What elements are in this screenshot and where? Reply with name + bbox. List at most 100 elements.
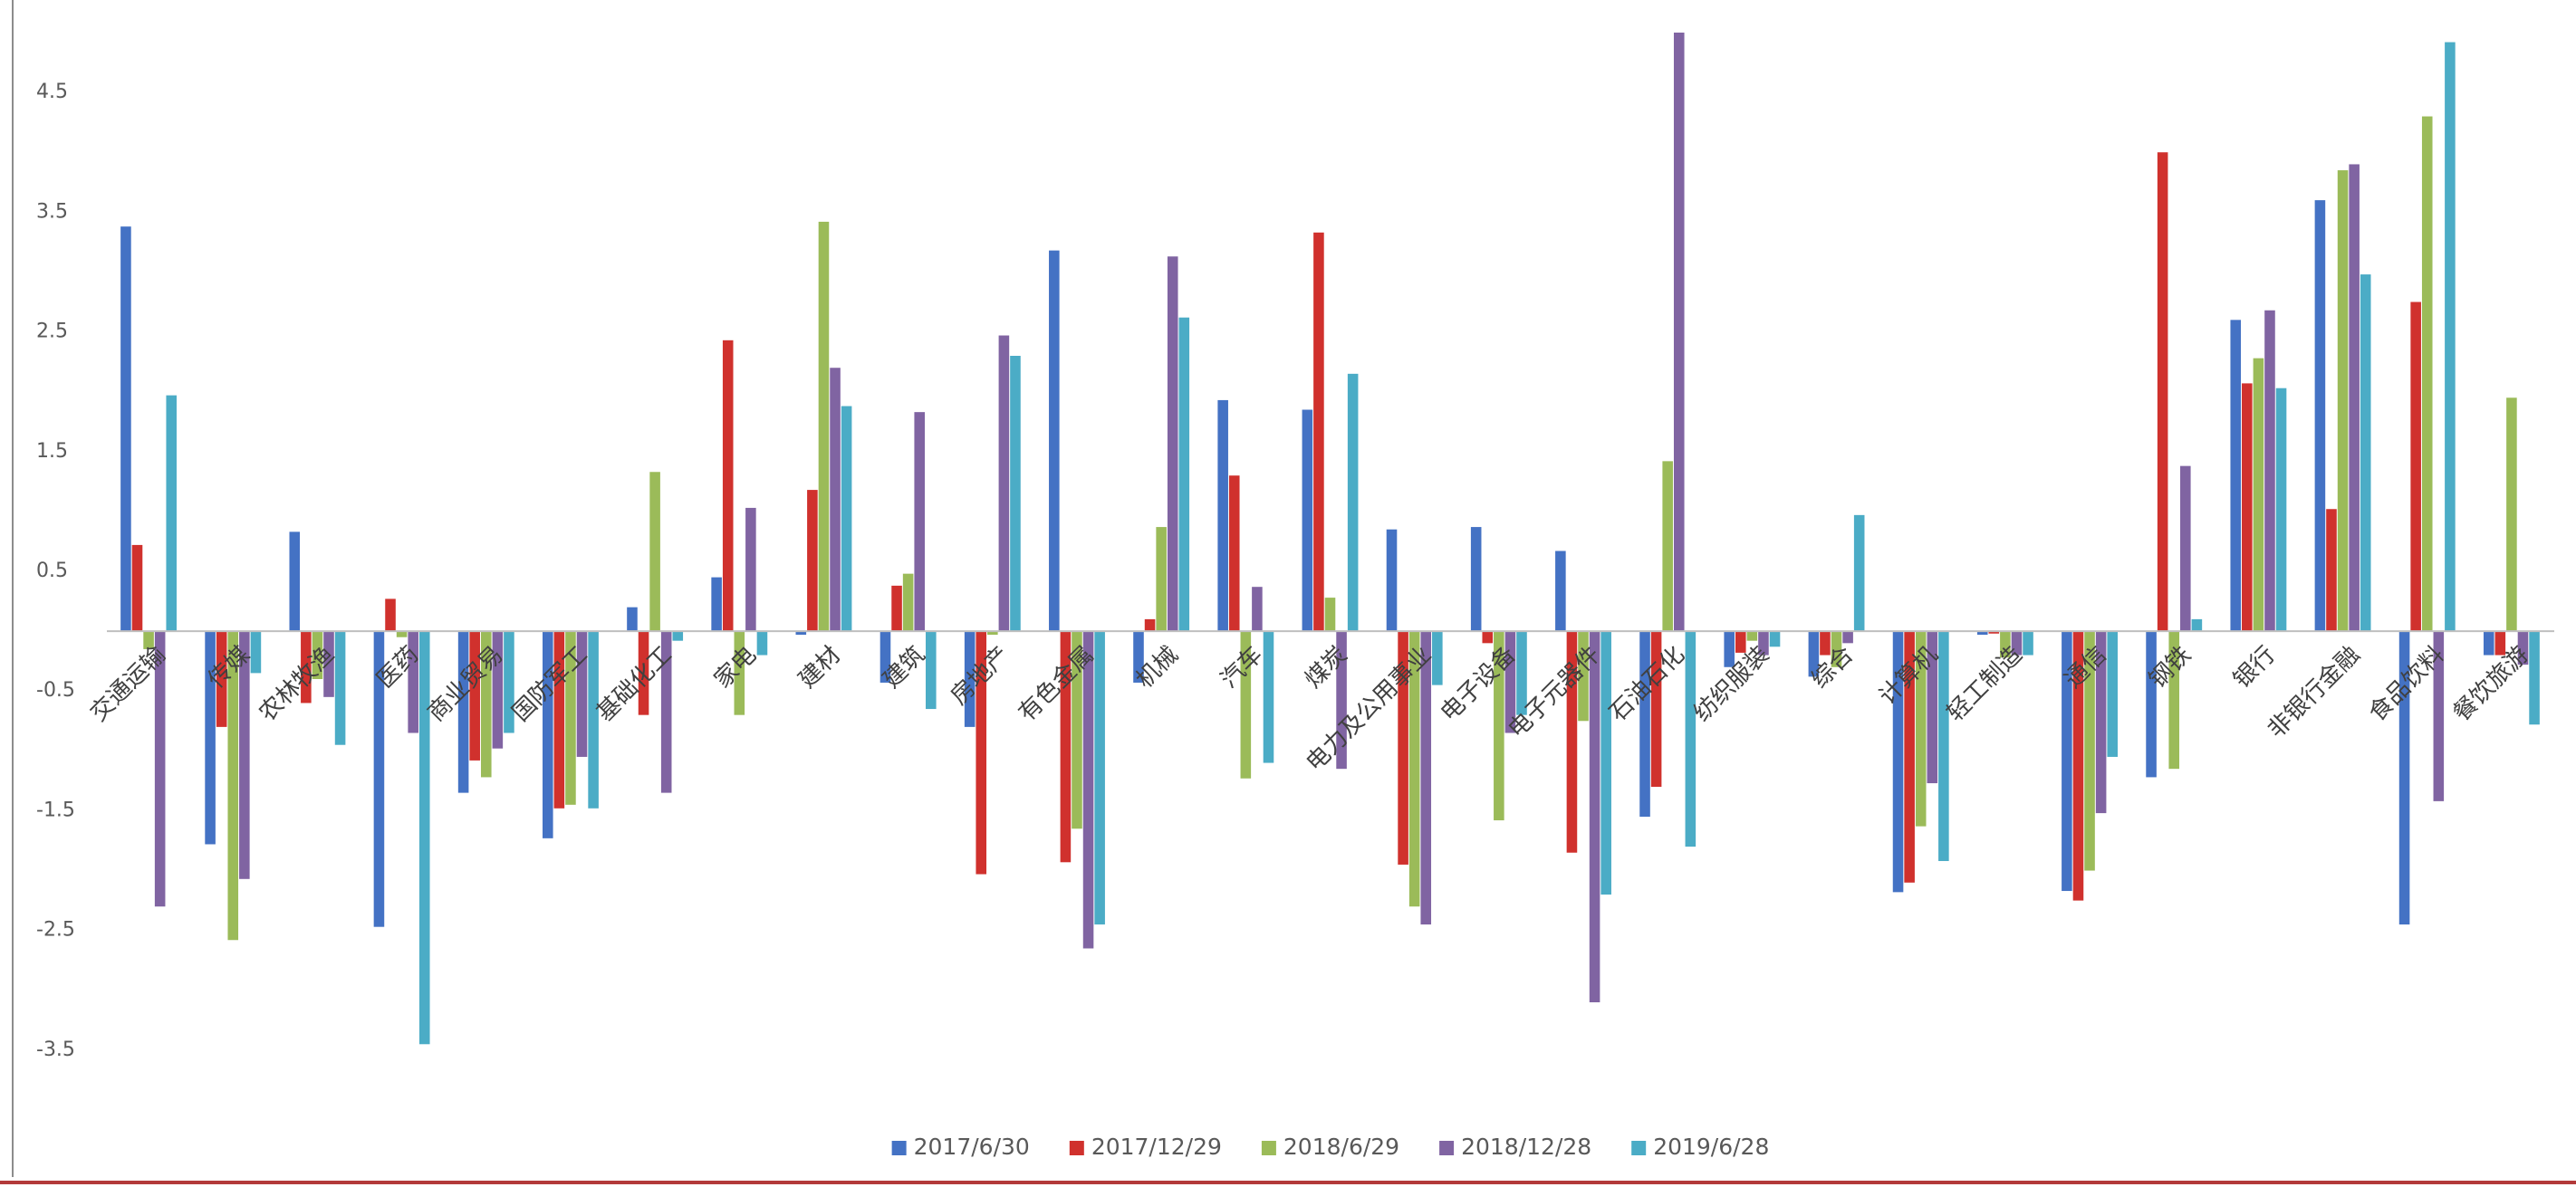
bar [964, 631, 976, 727]
bar [334, 631, 346, 745]
y-tick-label: 4.5 [36, 81, 68, 103]
bar [1904, 631, 1915, 883]
bar [1504, 631, 1516, 733]
bar [1746, 631, 1758, 641]
bar [926, 631, 937, 710]
bar [2180, 465, 2191, 632]
bar [660, 631, 672, 793]
bar [1516, 631, 1527, 715]
bar [1927, 631, 1938, 784]
bar [2264, 310, 2275, 632]
bar [1156, 527, 1167, 632]
bar [734, 631, 745, 715]
bar [1976, 631, 1988, 636]
y-tick-label: 0.5 [36, 560, 68, 582]
y-tick-label: -0.5 [36, 679, 75, 702]
bar [418, 631, 430, 1045]
bar [1662, 461, 1673, 632]
bar [1758, 631, 1769, 656]
bar [120, 226, 131, 632]
bar [1938, 631, 1949, 861]
bar [2095, 631, 2107, 814]
bar [1915, 631, 1927, 827]
bar [289, 531, 301, 632]
bar [2242, 383, 2253, 632]
bar [1386, 529, 1398, 632]
bar [1432, 631, 1443, 685]
bar [818, 221, 830, 632]
bar [469, 631, 480, 761]
bar [891, 585, 902, 632]
bar [457, 631, 469, 793]
bar [1060, 631, 1072, 863]
bar [1820, 631, 1831, 656]
bar [638, 631, 649, 715]
bar [373, 631, 385, 927]
bar [672, 631, 684, 641]
bar [301, 631, 312, 704]
bar [216, 631, 227, 727]
bar [1482, 631, 1494, 644]
bar [553, 631, 565, 809]
bar [2023, 631, 2033, 656]
y-tick-label: -2.5 [36, 919, 75, 942]
bar [396, 631, 408, 637]
legend-label: 2018/12/28 [1461, 1134, 1591, 1160]
bar [492, 631, 504, 749]
bar [1724, 631, 1735, 667]
legend-swatch [891, 1141, 907, 1155]
bar [1324, 598, 1336, 632]
bar [2146, 631, 2157, 778]
bar [1347, 373, 1359, 632]
bar [588, 631, 599, 809]
bar [1240, 631, 1252, 779]
bar [543, 631, 553, 838]
bar [1398, 631, 1408, 865]
bar [1494, 631, 1504, 821]
bar [323, 631, 334, 697]
y-tick-label: 1.5 [36, 440, 68, 463]
bar [1639, 631, 1650, 818]
x-tick-label: 轻工制造 [1942, 641, 2028, 727]
bar [2349, 164, 2360, 632]
bar [745, 507, 756, 632]
bar [1470, 527, 1482, 632]
bar [998, 335, 1010, 632]
bar [227, 631, 239, 941]
legend-label: 2018/6/29 [1283, 1134, 1399, 1160]
bar [830, 368, 841, 632]
bar [795, 631, 807, 636]
bar [576, 631, 588, 757]
bar [143, 631, 154, 649]
bar [1988, 631, 2000, 634]
y-tick-label: 2.5 [36, 321, 68, 343]
x-tick-label: 非银行金融 [2263, 641, 2365, 743]
legend: 2017/6/30 2017/12/29 2018/6/29 2018/12/28 20… [891, 1134, 1769, 1160]
x-tick-label: 汽车 [1216, 641, 1268, 694]
bar [1853, 514, 1865, 632]
bar [2072, 631, 2084, 901]
bar [2107, 631, 2118, 757]
bar [1178, 317, 1190, 632]
bar [2011, 631, 2023, 656]
y-tick-label: -1.5 [36, 799, 75, 821]
x-tick-label: 银行 [2228, 641, 2281, 694]
bar [914, 412, 925, 632]
bar [756, 631, 768, 656]
bar [1336, 631, 1347, 770]
legend-label: 2017/6/30 [914, 1134, 1030, 1160]
bar [1263, 631, 1274, 763]
bar [2191, 618, 2203, 632]
bar [1302, 409, 1313, 632]
bar [2275, 388, 2287, 632]
bar [841, 406, 852, 632]
bar [902, 573, 914, 632]
bar [408, 631, 418, 733]
bar [2337, 170, 2349, 632]
bar [239, 631, 250, 879]
bar [1589, 631, 1600, 1002]
bar [627, 607, 638, 632]
bar [1685, 631, 1697, 847]
bar [154, 631, 166, 907]
